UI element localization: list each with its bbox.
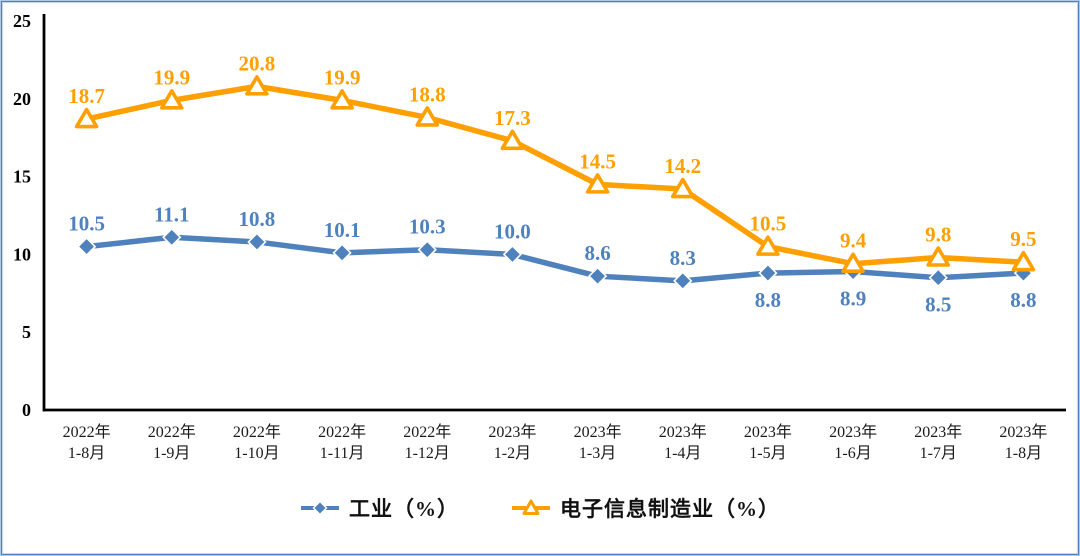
data-point-label: 8.9 — [840, 287, 866, 311]
data-point-label: 8.3 — [670, 246, 696, 270]
x-axis-tick-label-year: 2022年 — [403, 423, 451, 441]
legend-item-electronics: 电子信息制造业（%） — [511, 493, 780, 523]
data-point-label: 10.0 — [494, 219, 531, 243]
data-point-diamond-marker — [332, 243, 352, 263]
x-axis-tick-label-period: 1-10月 — [234, 445, 279, 462]
y-axis-tick-label: 10 — [13, 244, 31, 264]
data-point-label: 19.9 — [324, 65, 361, 89]
data-point-triangle-marker — [74, 107, 99, 129]
data-point-label: 20.8 — [239, 51, 276, 75]
data-point-triangle-marker — [841, 252, 865, 274]
data-point-diamond-marker — [587, 266, 608, 286]
chart-legend: 工业（%） 电子信息制造业（%） — [0, 488, 1080, 528]
x-axis-tick-label-period: 1-12月 — [405, 445, 450, 462]
data-point-triangle-marker — [585, 173, 610, 194]
x-axis-tick-label-year: 2023年 — [744, 423, 792, 441]
data-point-triangle-marker — [756, 235, 780, 256]
data-point-label: 9.8 — [925, 223, 951, 247]
data-point-diamond-marker — [673, 271, 693, 291]
data-point-triangle-marker — [926, 246, 951, 267]
x-axis-tick-label-period: 1-7月 — [920, 445, 957, 462]
data-point-label: 9.5 — [1010, 227, 1036, 251]
data-point-diamond-marker — [928, 268, 948, 288]
y-axis-tick-label: 25 — [13, 11, 31, 31]
data-point-triangle-marker — [1011, 250, 1036, 272]
data-point-label: 17.3 — [494, 106, 531, 130]
x-axis-tick-label-year: 2022年 — [63, 423, 111, 441]
series-line — [83, 83, 1027, 267]
y-axis-tick-label: 0 — [22, 400, 31, 420]
data-point-label: 14.5 — [579, 149, 616, 173]
data-point-diamond-marker — [758, 263, 778, 283]
legend-triangle-icon — [522, 499, 540, 515]
x-axis-tick-label-year: 2023年 — [999, 423, 1047, 441]
data-point-label: 18.7 — [68, 84, 105, 108]
x-axis-tick-label-year: 2023年 — [659, 423, 707, 441]
data-point-label: 8.5 — [925, 293, 951, 317]
legend-diamond-icon — [312, 500, 328, 516]
x-axis-tick-label-period: 1-8月 — [68, 445, 105, 462]
data-point-label: 10.5 — [750, 212, 787, 236]
x-axis-tick-label-period: 1-9月 — [153, 445, 190, 462]
data-point-diamond-marker — [247, 232, 267, 252]
x-axis-tick-label-year: 2023年 — [914, 423, 962, 441]
x-axis-tick-label-year: 2023年 — [574, 423, 622, 441]
data-point-triangle-marker — [500, 129, 525, 151]
data-point-label: 11.1 — [154, 202, 190, 226]
data-point-label: 8.8 — [755, 288, 781, 312]
y-axis-tick-label: 20 — [13, 89, 31, 109]
data-point-triangle-marker — [159, 89, 184, 110]
x-axis-tick-label-period: 1-6月 — [834, 445, 871, 462]
x-axis-tick-label-period: 1-5月 — [749, 445, 786, 462]
diamond-series-marker-icon — [301, 500, 339, 516]
data-point-label: 14.2 — [664, 154, 701, 178]
data-point-triangle-marker — [670, 177, 695, 199]
triangle-series-marker-icon — [512, 499, 550, 515]
data-point-diamond-marker — [417, 240, 437, 260]
data-point-label: 18.8 — [409, 82, 446, 106]
series-line — [83, 234, 1027, 284]
x-axis-tick-label-period: 1-8月 — [1005, 445, 1042, 462]
series-industry: 10.5 11.1 10.8 10.1 10.3 10.0 8.6 8.3 8.8 8.9 8.5 8… — [68, 202, 1036, 316]
series-electronics: 18.7 19.9 20.8 19.9 18.8 17.3 14.5 14.2 10.5 9.4 9… — [68, 51, 1037, 274]
legend-item-industry: 工业（%） — [300, 493, 459, 523]
x-axis-tick-label-year: 2023年 — [829, 423, 877, 441]
data-point-label: 8.8 — [1010, 288, 1036, 312]
x-axis-tick-label-year: 2022年 — [318, 423, 366, 441]
data-point-label: 10.5 — [68, 212, 105, 236]
y-axis-tick-label: 15 — [13, 167, 31, 187]
x-axis-tick-label-period: 1-4月 — [664, 445, 701, 462]
data-point-diamond-marker — [76, 236, 97, 257]
x-axis-tick-label-period: 1-3月 — [579, 445, 616, 462]
data-point-label: 10.1 — [324, 218, 361, 242]
x-axis-tick-label-year: 2022年 — [233, 423, 281, 441]
x-axis-tick-label-year: 2022年 — [148, 423, 196, 441]
data-point-label: 9.4 — [840, 229, 867, 253]
legend-label-industry: 工业（%） — [349, 497, 459, 521]
data-point-diamond-marker — [502, 244, 523, 265]
legend-label-electronics: 电子信息制造业（%） — [560, 497, 780, 521]
y-axis-tick-label: 5 — [22, 322, 31, 342]
x-axis-tick-label-period: 1-2月 — [494, 445, 531, 462]
data-point-triangle-marker — [415, 106, 440, 127]
data-point-triangle-marker — [330, 89, 354, 110]
x-axis-tick-label-year: 2023年 — [488, 423, 536, 441]
data-point-label: 10.3 — [409, 215, 446, 239]
data-point-label: 19.9 — [153, 65, 190, 89]
data-point-label: 8.6 — [584, 241, 610, 265]
data-point-triangle-marker — [245, 75, 269, 96]
x-axis-tick-label-period: 1-11月 — [320, 445, 365, 462]
data-point-diamond-marker — [162, 227, 182, 247]
data-point-label: 10.8 — [239, 207, 276, 231]
